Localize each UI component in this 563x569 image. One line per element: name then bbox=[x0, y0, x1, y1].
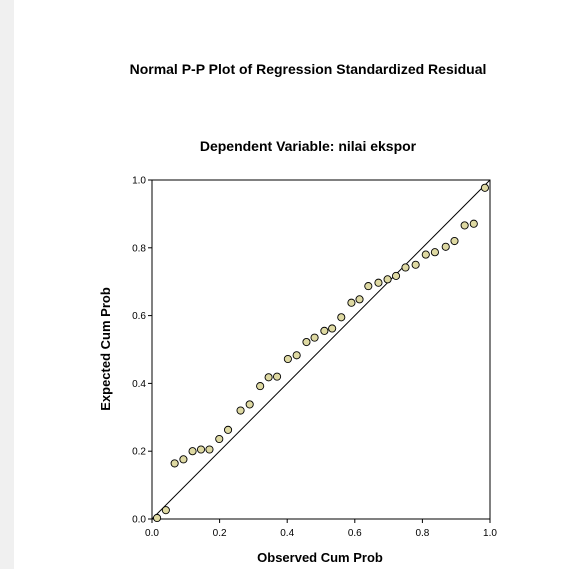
data-point bbox=[401, 263, 410, 272]
y-tick-label: 0.8 bbox=[132, 243, 146, 254]
pp-plot-chart: Normal P-P Plot of Regression Standardiz… bbox=[98, 61, 497, 565]
y-tick-label: 0.4 bbox=[132, 379, 146, 390]
y-tick-label: 0.2 bbox=[132, 447, 146, 458]
data-point bbox=[320, 326, 329, 335]
data-point bbox=[411, 260, 420, 269]
x-tick-label: 0.6 bbox=[348, 528, 362, 539]
data-point bbox=[421, 250, 430, 259]
data-point bbox=[273, 372, 282, 381]
data-point bbox=[328, 324, 337, 333]
data-point bbox=[223, 425, 233, 434]
reference-line bbox=[151, 179, 491, 520]
chart-panel: Normal P-P Plot of Regression Standardiz… bbox=[14, 0, 563, 569]
data-point bbox=[337, 313, 346, 322]
data-point bbox=[161, 506, 170, 515]
data-point bbox=[450, 236, 459, 246]
data-point bbox=[179, 455, 188, 464]
x-tick-label: 0.0 bbox=[145, 528, 159, 539]
y-tick-label: 1.0 bbox=[132, 176, 146, 187]
data-point bbox=[374, 278, 383, 287]
data-point bbox=[170, 459, 179, 468]
data-point bbox=[347, 298, 356, 307]
data-point bbox=[430, 248, 439, 257]
x-tick-label: 0.2 bbox=[213, 528, 227, 539]
x-axis-title: Observed Cum Prob bbox=[257, 550, 383, 565]
data-point bbox=[391, 271, 401, 280]
data-point bbox=[441, 242, 450, 251]
x-tick-label: 0.8 bbox=[415, 528, 429, 539]
y-tick-label: 0.6 bbox=[132, 311, 146, 322]
data-point bbox=[245, 400, 254, 409]
data-point bbox=[256, 382, 265, 391]
data-point bbox=[153, 513, 162, 523]
chart-title: Normal P-P Plot of Regression Standardiz… bbox=[130, 61, 487, 77]
data-point bbox=[236, 406, 245, 415]
x-tick-label: 1.0 bbox=[483, 528, 497, 539]
data-point bbox=[196, 445, 206, 454]
chart-subtitle: Dependent Variable: nilai ekspor bbox=[200, 138, 417, 154]
data-point bbox=[480, 183, 489, 192]
data-point bbox=[264, 373, 273, 382]
data-point bbox=[460, 221, 469, 230]
data-point bbox=[188, 447, 197, 456]
y-tick-label: 0.0 bbox=[132, 515, 146, 526]
y-axis-title: Expected Cum Prob bbox=[98, 287, 113, 411]
data-point bbox=[302, 337, 311, 347]
data-point bbox=[283, 354, 292, 364]
data-point bbox=[292, 351, 301, 360]
data-point bbox=[383, 275, 392, 284]
plot-frame bbox=[151, 179, 491, 520]
data-point bbox=[364, 282, 373, 291]
data-point bbox=[205, 445, 214, 454]
x-tick-label: 0.4 bbox=[280, 528, 294, 539]
data-point bbox=[469, 219, 478, 228]
data-point bbox=[355, 295, 364, 304]
data-point bbox=[215, 434, 224, 444]
data-point bbox=[310, 333, 319, 342]
